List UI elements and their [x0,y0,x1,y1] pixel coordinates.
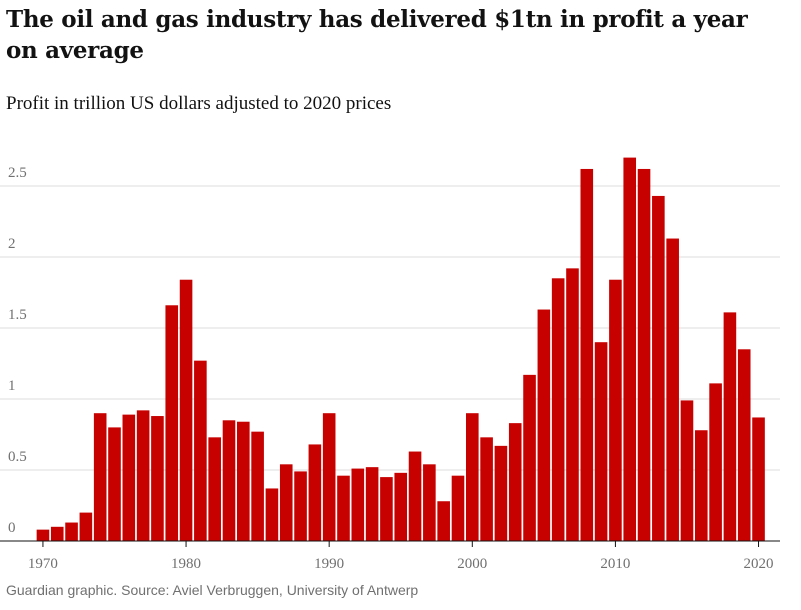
bar [694,430,708,541]
bar [637,168,651,541]
chart-source: Guardian graphic. Source: Aviel Verbrugg… [6,582,419,598]
bar [465,413,479,541]
bar [36,529,50,541]
bar [351,468,365,541]
bar [380,477,393,541]
bar [666,238,679,542]
bar [122,414,136,541]
bar [222,420,236,541]
bar [365,467,379,541]
x-tick-label: 2000 [457,556,487,572]
y-tick-label: 0.5 [8,449,27,465]
bar [208,437,221,541]
bar [394,472,408,541]
bar [537,309,551,541]
bar [423,464,436,541]
x-tick-label: 1980 [171,556,201,572]
bar [723,312,737,541]
bar [79,512,93,541]
bar [737,349,751,541]
bar [251,431,264,541]
x-tick-label: 2020 [744,556,774,572]
y-tick-label: 2 [8,236,16,252]
y-tick-label: 2.5 [8,165,27,181]
bar [279,464,293,541]
x-tick-label: 2010 [600,556,630,572]
bar [437,501,450,541]
bar [237,421,250,541]
bar [65,522,78,541]
bar [308,444,322,541]
bar [508,423,522,541]
bar [451,475,465,541]
bar [623,157,637,541]
y-tick-label: 1.5 [8,307,27,323]
bar [709,383,722,541]
bar [165,305,179,541]
bar [609,279,622,541]
bar [494,445,508,541]
bar [179,279,193,541]
bar [50,526,64,541]
y-tick-label: 1 [8,378,16,394]
bar [108,427,121,541]
bar [194,360,207,541]
bar [151,416,164,541]
bar [680,400,694,541]
chart-title: The oil and gas industry has delivered $… [6,6,748,64]
bar [580,168,594,541]
y-tick-label: 0 [8,520,16,536]
bar [566,268,579,541]
bar [337,475,350,541]
bar [480,437,493,541]
chart-subtitle: Profit in trillion US dollars adjusted t… [6,93,392,114]
bar [93,413,107,541]
bar [265,488,279,541]
bar [322,413,336,541]
x-tick-label: 1970 [28,556,58,572]
bar [652,195,665,541]
bar [408,451,422,541]
bar [594,342,608,541]
bar [523,374,536,541]
bar [136,410,150,541]
x-tick-label: 1990 [314,556,344,572]
bar [551,278,565,541]
bar [294,471,307,541]
bar [752,417,765,541]
